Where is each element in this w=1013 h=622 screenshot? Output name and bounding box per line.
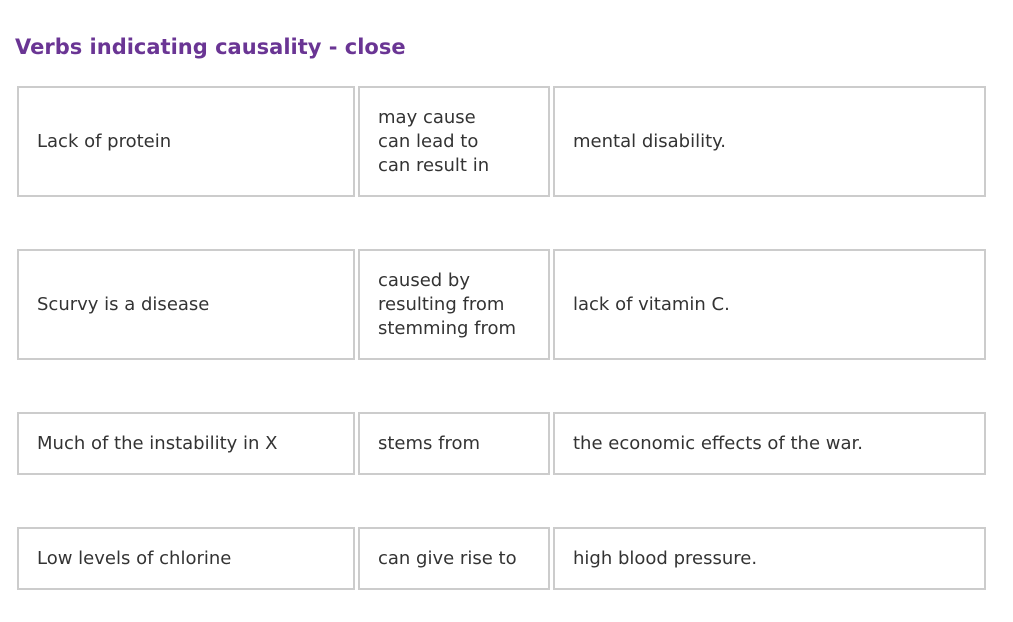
subject-cell: Lack of protein <box>17 86 355 197</box>
subject-cell: Low levels of chlorine <box>17 527 355 590</box>
object-cell: mental disability. <box>553 86 986 197</box>
phrase-row-3: Much of the instability in X stems from … <box>17 412 987 475</box>
subject-text: Scurvy is a disease <box>37 293 210 315</box>
object-cell: high blood pressure. <box>553 527 986 590</box>
verb-cell: caused by resulting from stemming from <box>358 249 550 360</box>
verb-cell: stems from <box>358 412 550 475</box>
subject-cell: Scurvy is a disease <box>17 249 355 360</box>
verb-option: can result in <box>378 154 490 176</box>
verb-option: resulting from <box>378 293 505 315</box>
object-text: lack of vitamin C. <box>573 293 730 315</box>
phrase-row-1: Lack of protein may cause can lead to ca… <box>17 86 987 197</box>
subject-text: Lack of protein <box>37 130 172 152</box>
verb-option: may cause <box>378 106 476 128</box>
verb-option: can give rise to <box>378 547 517 569</box>
object-text: mental disability. <box>573 130 726 152</box>
verb-option: stemming from <box>378 317 517 339</box>
verb-option: stems from <box>378 432 481 454</box>
object-text: high blood pressure. <box>573 547 758 569</box>
phrase-row-2: Scurvy is a disease caused by resulting … <box>17 249 987 360</box>
object-cell: lack of vitamin C. <box>553 249 986 360</box>
verb-option: caused by <box>378 269 471 291</box>
object-cell: the economic effects of the war. <box>553 412 986 475</box>
object-text: the economic effects of the war. <box>573 432 863 454</box>
verb-cell: may cause can lead to can result in <box>358 86 550 197</box>
subject-text: Much of the instability in X <box>37 432 278 454</box>
subject-cell: Much of the instability in X <box>17 412 355 475</box>
subject-text: Low levels of chlorine <box>37 547 232 569</box>
verb-cell: can give rise to <box>358 527 550 590</box>
verb-option: can lead to <box>378 130 479 152</box>
phrase-row-4: Low levels of chlorine can give rise to … <box>17 527 987 590</box>
page-title: Verbs indicating causality - close <box>15 35 406 59</box>
